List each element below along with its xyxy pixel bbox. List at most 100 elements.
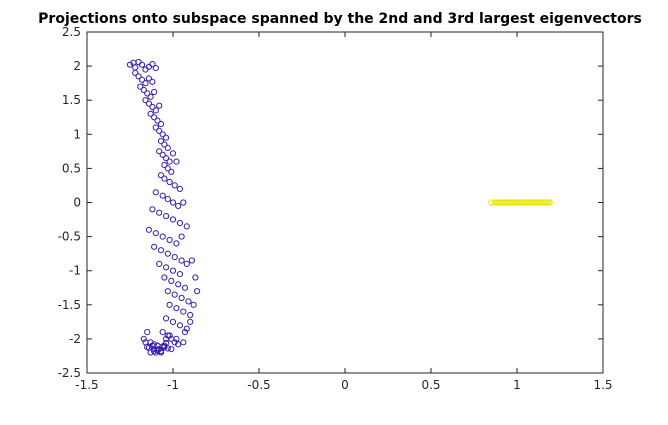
- y-tick-label: 1.5: [62, 93, 81, 107]
- scatter-point: [185, 298, 192, 305]
- scatter-point: [527, 199, 534, 206]
- axis-ticks: -1.5 -1 -0.5 0 0.5 1 1.5 2.5 2 1.5 1 0.5 0 -0.5 -1 -1.5…: [58, 25, 613, 392]
- scatter-point: [157, 121, 165, 128]
- scatter-point: [161, 141, 168, 148]
- scatter-point: [152, 124, 159, 131]
- scatter-point: [171, 254, 178, 261]
- scatter-point: [163, 213, 170, 220]
- scatter-point: [144, 90, 151, 97]
- x-tick-label: -1: [167, 378, 179, 392]
- scatter-point: [159, 343, 166, 350]
- scatter-point: [166, 178, 173, 186]
- scatter-point: [176, 322, 183, 329]
- scatter-point: [159, 233, 166, 240]
- scatter-point: [163, 339, 170, 347]
- scatter-point: [138, 61, 146, 68]
- y-tick-label: -2.5: [58, 366, 81, 380]
- scatter-point: [180, 308, 187, 315]
- scatter-point: [181, 329, 189, 336]
- scatter-point: [175, 281, 182, 288]
- scatter-point: [163, 335, 170, 342]
- scatter-point: [496, 199, 503, 206]
- y-tick-label: -2: [69, 332, 81, 346]
- scatter-point: [192, 274, 199, 281]
- scatter-point: [178, 294, 185, 302]
- scatter-point: [163, 264, 170, 271]
- scatter-point: [503, 199, 510, 206]
- scatter-point: [171, 291, 178, 298]
- scatter-point: [149, 342, 156, 349]
- y-tick-label: 0: [73, 196, 81, 210]
- scatter-point: [534, 199, 541, 206]
- scatter-point: [190, 301, 197, 308]
- scatter-point: [168, 346, 175, 353]
- scatter-point: [157, 138, 165, 145]
- scatter-point: [149, 103, 156, 111]
- scatter-point: [156, 260, 163, 267]
- scatter-point: [517, 199, 524, 206]
- scatter-point: [152, 230, 159, 237]
- x-tick-label: -1.5: [75, 378, 98, 392]
- scatter-point: [164, 165, 171, 172]
- scatter-point: [161, 175, 168, 182]
- scatter-point: [188, 257, 195, 264]
- x-tick-label: -0.5: [247, 378, 270, 392]
- x-tick-label: 0.5: [421, 378, 440, 392]
- scatter-point: [180, 199, 187, 206]
- scatter-point: [149, 206, 156, 213]
- y-tick-label: 2.5: [62, 25, 81, 39]
- scatter-point: [178, 257, 185, 264]
- scatter-point: [173, 158, 180, 165]
- scatter-point: [187, 318, 194, 325]
- scatter-point: [151, 114, 158, 121]
- scatter-point: [145, 75, 152, 82]
- scatter-point: [183, 325, 190, 332]
- scatter-point: [154, 117, 161, 124]
- x-tick-label: 0: [341, 378, 349, 392]
- scatter-point: [166, 236, 173, 244]
- scatter-point: [171, 339, 178, 346]
- scatter-point: [157, 247, 165, 254]
- scatter-point: [168, 277, 175, 284]
- scatter-point: [152, 65, 159, 72]
- scatter-point: [181, 284, 189, 291]
- scatter-point: [173, 240, 180, 247]
- scatter-point: [156, 148, 163, 155]
- scatter-point: [142, 66, 149, 73]
- scatter-point: [183, 260, 190, 267]
- scatter-point: [156, 127, 163, 134]
- scatter-point: [173, 305, 180, 312]
- scatter-point: [135, 58, 142, 66]
- scatter-point: [159, 131, 166, 138]
- y-tick-label: -1: [69, 264, 81, 278]
- scatter-point: [152, 189, 159, 196]
- scatter-point: [164, 345, 171, 352]
- scatter-point: [169, 199, 177, 206]
- scatter-point: [145, 100, 152, 107]
- scatter-point: [151, 348, 158, 355]
- scatter-point: [140, 86, 147, 94]
- scatter-point: [180, 339, 187, 346]
- scatter-point: [513, 199, 521, 206]
- scatter-point: [145, 226, 152, 233]
- scatter-point: [538, 199, 545, 206]
- scatter-point: [178, 233, 185, 240]
- scatter-point: [149, 61, 156, 68]
- scatter-point: [164, 144, 171, 151]
- scatter-point: [142, 80, 149, 87]
- scatter-point: [137, 83, 144, 90]
- scatter-point: [176, 271, 183, 278]
- y-tick-label: -0.5: [58, 230, 81, 244]
- scatter-point: [140, 335, 147, 342]
- scatter-point: [138, 76, 146, 83]
- scatter-point: [164, 288, 171, 295]
- scatter-point: [507, 199, 514, 206]
- scatter-point: [531, 199, 538, 206]
- scatter-point: [183, 223, 190, 230]
- scatter-point: [164, 250, 171, 257]
- scatter-point: [135, 73, 142, 80]
- scatter-point: [168, 168, 175, 175]
- scatter-point: [166, 301, 173, 308]
- scatter-point: [159, 151, 166, 158]
- y-tick-label: 2: [73, 59, 81, 73]
